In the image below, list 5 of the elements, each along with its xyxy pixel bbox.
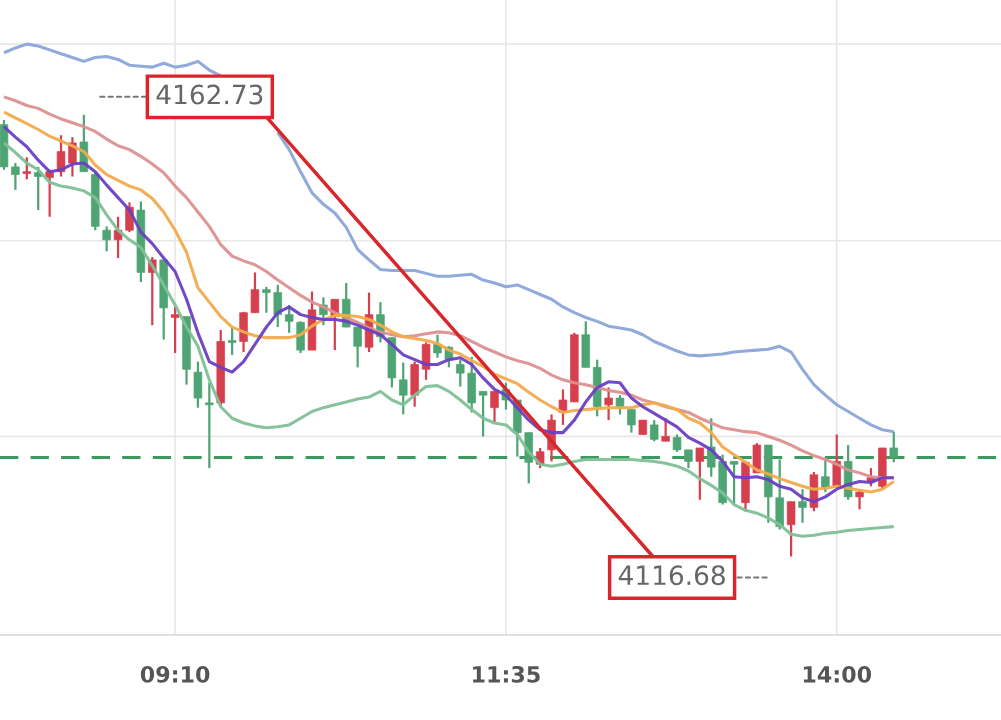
x-tick-label: 11:35 — [473, 665, 540, 683]
x-tick-label: 14:00 — [803, 665, 872, 683]
annotation: 4116.68 — [618, 565, 725, 586]
annotation: 4162.73 — [156, 84, 263, 105]
x-tick-label: 09:10 — [140, 665, 210, 683]
